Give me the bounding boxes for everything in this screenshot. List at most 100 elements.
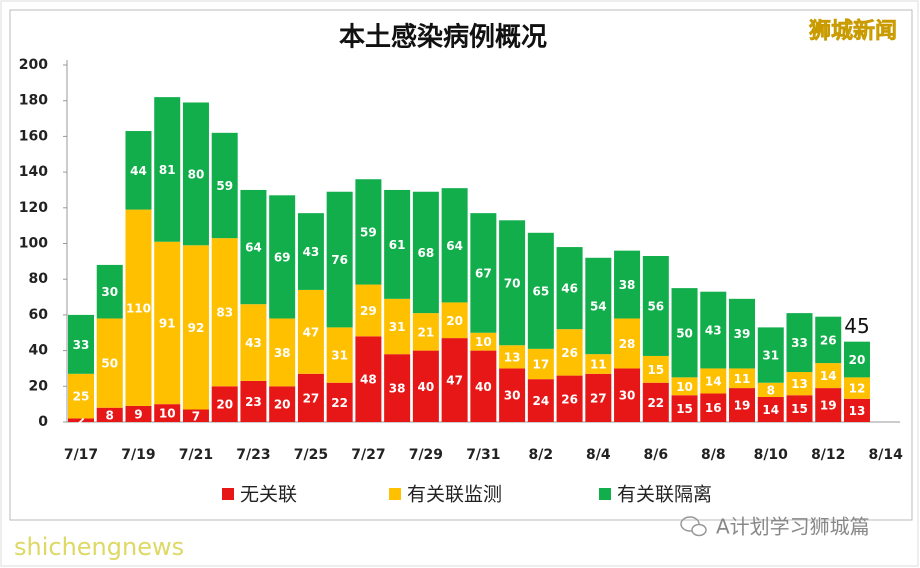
bar-segment <box>470 332 497 351</box>
value-label: 31 <box>389 320 406 334</box>
bar-segment <box>269 318 296 387</box>
bar-segment <box>154 241 181 405</box>
annotation: 45 <box>844 314 869 338</box>
bar-segment <box>470 350 497 422</box>
value-label: 26 <box>561 392 578 406</box>
bar-segment <box>68 373 94 419</box>
value-label: 47 <box>303 325 320 339</box>
y-tick-label: 20 <box>29 378 49 394</box>
x-tick-label: 8/2 <box>529 447 554 463</box>
value-label: 10 <box>159 407 176 421</box>
bar-segment <box>182 245 209 410</box>
bar-segment <box>527 379 554 422</box>
y-tick-label: 100 <box>19 236 48 252</box>
value-label: 31 <box>762 349 779 363</box>
value-label: 91 <box>159 316 176 330</box>
x-tick-label: 7/19 <box>121 447 155 463</box>
bar-segment <box>614 318 641 369</box>
x-tick-label: 7/17 <box>64 447 98 463</box>
value-label: 26 <box>561 346 578 360</box>
value-label: 28 <box>619 337 636 351</box>
bar-segment <box>441 188 468 303</box>
value-label: 13 <box>791 377 808 391</box>
value-label: 68 <box>418 246 435 260</box>
value-label: 31 <box>331 349 348 363</box>
x-tick-label: 8/8 <box>701 447 726 463</box>
value-label: 12 <box>849 382 866 396</box>
bar-segment <box>815 316 842 364</box>
value-label: 54 <box>590 299 607 313</box>
bar-segment <box>211 238 238 387</box>
bar-segment <box>527 348 554 380</box>
bar-segment <box>355 179 382 285</box>
value-label: 13 <box>849 404 866 418</box>
legend-swatch <box>599 488 611 500</box>
bar-segment <box>729 298 756 369</box>
bar-segment <box>441 338 468 422</box>
bar-segment <box>815 363 842 389</box>
x-tick-label: 7/23 <box>236 447 270 463</box>
x-tick-label: 8/4 <box>586 447 611 463</box>
bar-segment <box>585 373 612 422</box>
bar-segment <box>412 191 439 314</box>
value-label: 65 <box>532 284 549 298</box>
value-label: 50 <box>101 357 118 371</box>
bar-segment <box>614 368 641 422</box>
bar-segment <box>412 313 439 351</box>
bar-segment <box>757 382 784 398</box>
value-label: 14 <box>762 403 779 417</box>
bar-segment <box>786 313 813 373</box>
value-label: 61 <box>389 238 406 252</box>
value-label: 27 <box>590 391 607 405</box>
wechat-icon <box>680 516 707 537</box>
value-label: 44 <box>130 164 147 178</box>
bar-segment <box>182 102 209 246</box>
value-label: 16 <box>705 401 722 415</box>
value-label: 56 <box>647 299 664 313</box>
value-label: 22 <box>331 396 348 410</box>
bar-segment <box>269 386 296 422</box>
value-label: 38 <box>389 382 406 396</box>
bar-segment <box>211 132 238 239</box>
y-tick-label: 80 <box>29 271 49 287</box>
bar-segment <box>384 354 411 422</box>
legend-label: 有关联监测 <box>407 484 502 506</box>
y-tick-label: 140 <box>19 164 48 180</box>
legend-label: 有关联隔离 <box>617 484 712 506</box>
y-tick-label: 200 <box>19 57 48 73</box>
bar-segment <box>125 405 152 422</box>
value-label: 20 <box>216 398 233 412</box>
bar-segment <box>671 377 698 396</box>
bar-segment <box>96 264 123 319</box>
bar-segment <box>240 189 267 305</box>
bar-segment <box>700 368 727 394</box>
value-label: 30 <box>619 389 636 403</box>
value-label: 30 <box>101 285 118 299</box>
value-label: 47 <box>446 374 463 388</box>
value-label: 43 <box>245 336 262 350</box>
value-label: 29 <box>360 304 377 318</box>
x-tick-label: 7/31 <box>466 447 500 463</box>
bar-segment <box>700 393 727 422</box>
value-label: 33 <box>73 338 90 352</box>
value-label: 20 <box>446 314 463 328</box>
bar-segment <box>384 189 411 299</box>
bar-segment <box>843 377 870 399</box>
bar-segment <box>96 407 123 422</box>
bar-segment <box>326 327 353 383</box>
value-label: 9 <box>134 407 142 421</box>
bar-segment <box>68 314 94 374</box>
bar-segment <box>326 382 353 422</box>
value-label: 14 <box>705 374 722 388</box>
bar-segment <box>499 368 526 422</box>
value-label: 15 <box>676 402 693 416</box>
bar-segment <box>240 304 267 381</box>
value-label: 69 <box>274 250 291 264</box>
x-tick-label: 8/10 <box>754 447 789 463</box>
bar-segment <box>556 247 583 330</box>
bar-segment <box>843 398 870 422</box>
watermark: 狮城新闻 <box>809 18 897 44</box>
value-label: 59 <box>360 225 377 239</box>
value-label: 19 <box>734 399 751 413</box>
